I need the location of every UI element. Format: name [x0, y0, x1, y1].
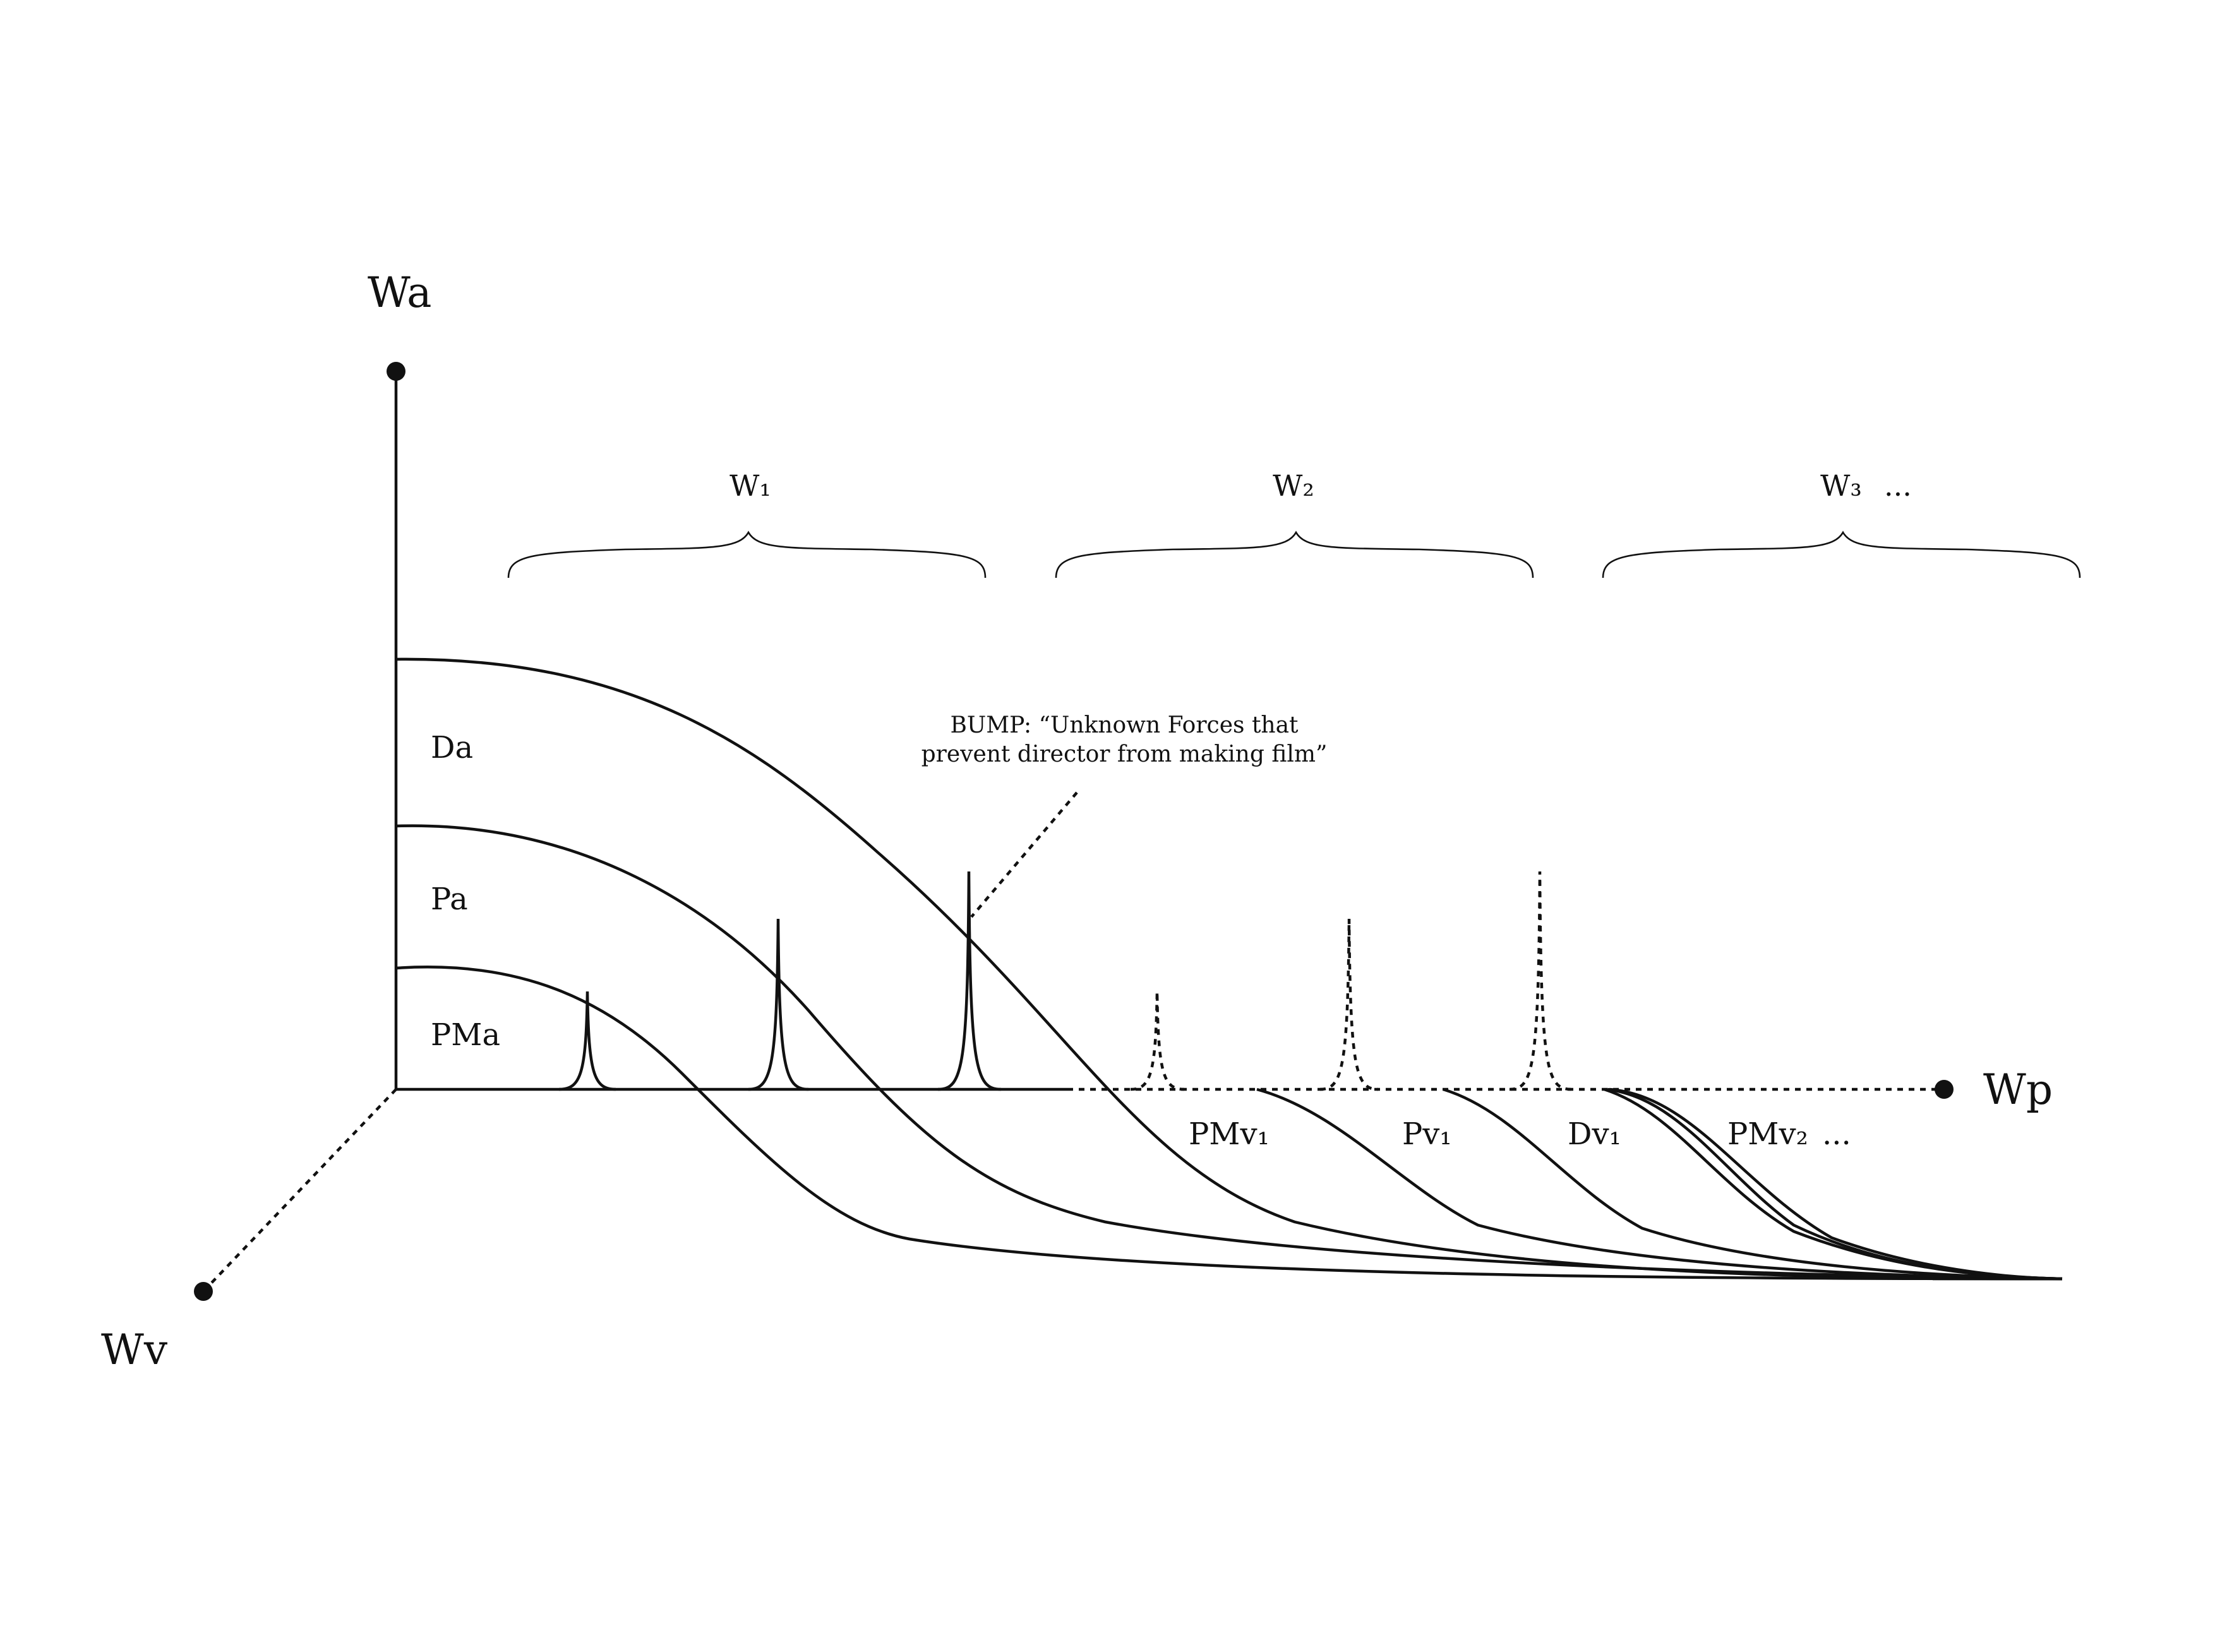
spike-pmv-dashed [1130, 991, 1185, 1091]
spike-pv-dashed [1319, 918, 1379, 1091]
pv1-label: Pv₁ [1402, 1116, 1452, 1152]
bump-leader-line [970, 791, 1078, 918]
pa-curve [395, 824, 2063, 1281]
wp-axis-label: Wp [1983, 1065, 2053, 1114]
da-label: Da [431, 730, 473, 765]
pma-label: PMa [431, 1017, 500, 1053]
pa-label: Pa [431, 882, 468, 917]
w1-label: W₁ [729, 469, 771, 503]
spike-dv-dashed [1509, 871, 1572, 1091]
w2-label: W₂ [1273, 469, 1314, 503]
w1-brace [507, 530, 987, 578]
w2-brace [1055, 530, 1534, 578]
wv-axis [202, 1088, 397, 1293]
virtual-ellipsis: ... [1822, 1116, 1851, 1152]
bump-annotation-line2: prevent director from making film” [921, 741, 1328, 767]
bump-annotation-line1: BUMP: “Unknown Forces that [950, 712, 1299, 738]
pv1-curve [1443, 1087, 2063, 1281]
pmv1-curve [1256, 1087, 2063, 1281]
pmv2-curve-upper [1609, 1087, 2063, 1281]
wv-axis-label: Wv [101, 1326, 168, 1374]
spike-pma-solid [558, 991, 616, 1091]
pma-curve [395, 966, 2063, 1281]
dv1-label: Dv₁ [1568, 1116, 1621, 1152]
pmv1-label: PMv₁ [1189, 1116, 1270, 1152]
wa-axis-endpoint [387, 362, 405, 381]
w3-label: W₃ [1820, 469, 1862, 503]
spike-da-solid [937, 871, 1002, 1091]
w3-ellipsis: ... [1884, 469, 1912, 503]
w3-brace [1602, 530, 2081, 578]
wv-axis-endpoint [194, 1282, 213, 1301]
wa-axis-label: Wa [368, 268, 431, 317]
spike-pa-solid [748, 918, 809, 1091]
pmv2-label: PMv₂ [1727, 1116, 1808, 1152]
wp-axis-endpoint [1935, 1080, 1954, 1099]
